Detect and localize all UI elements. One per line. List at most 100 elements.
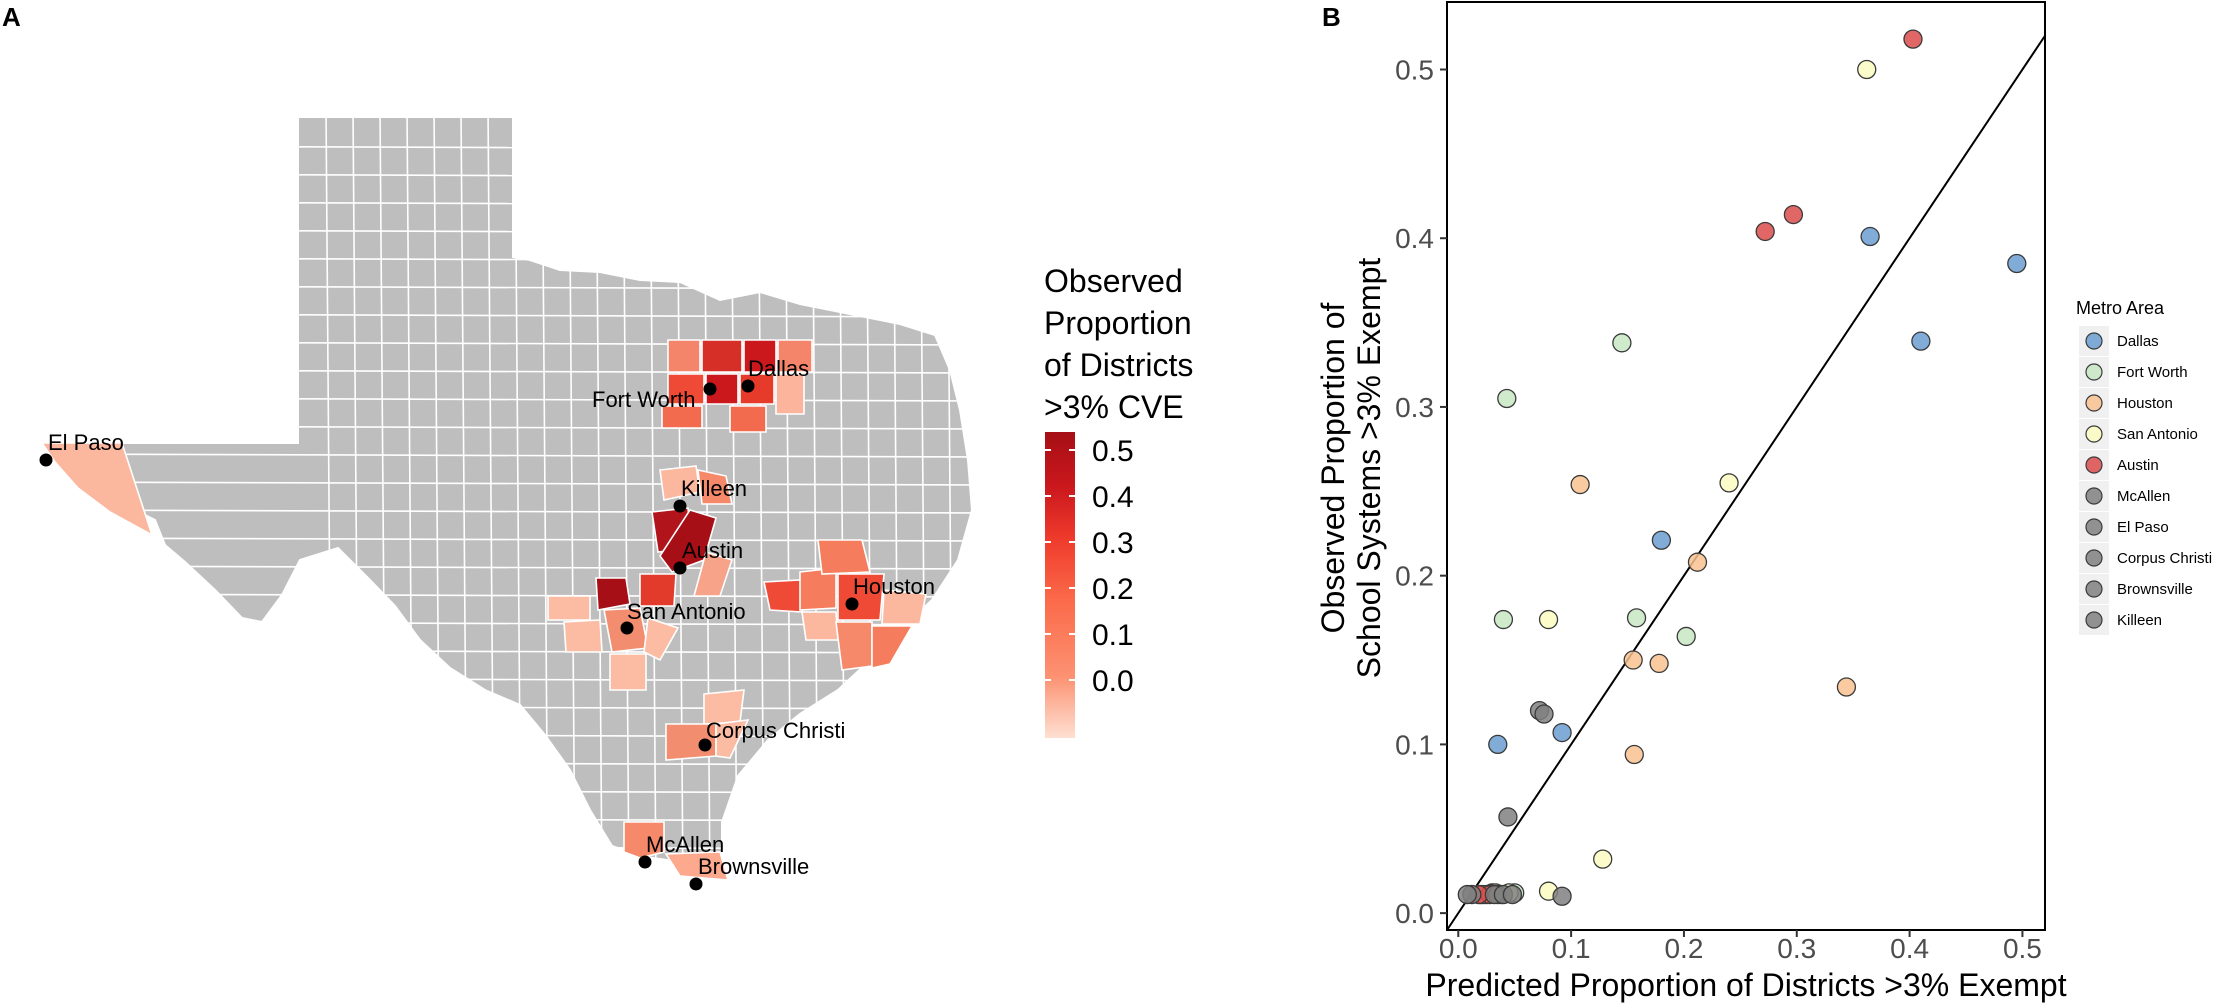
texas-outline: [39, 116, 974, 883]
point-fort-worth: [1676, 626, 1696, 647]
metro-key-swatch: [2085, 394, 2103, 412]
county-sa-4: [563, 619, 603, 653]
panel-b-letter: B: [1322, 2, 1341, 32]
city-label: Corpus Christi: [706, 718, 845, 743]
legend-tick-label: 0.4: [1092, 481, 1134, 514]
metro-key-swatch: [2085, 487, 2103, 505]
point-houston: [1649, 653, 1669, 674]
city-dot: [673, 561, 687, 575]
county-elpaso-1: [40, 442, 154, 537]
county-houston-3: [817, 539, 872, 575]
city-label: Killeen: [681, 476, 747, 501]
metro-legend-keys: [2079, 326, 2109, 635]
texas-shape: [39, 116, 974, 883]
metro-label: Dallas: [2117, 333, 2159, 350]
point-san-antonio: [1857, 59, 1877, 80]
point-austin: [1783, 204, 1804, 225]
metro-key-swatch: [2085, 518, 2103, 536]
y-tick-label: 0.4: [1395, 223, 1434, 254]
city-brownsville: Brownsville: [689, 854, 809, 891]
metro-label: Corpus Christi: [2117, 550, 2212, 567]
county-dfw-2: [701, 339, 743, 373]
y-tick-label: 0.0: [1395, 898, 1434, 929]
x-tick-label: 0.2: [1664, 933, 1703, 964]
county-border-line: [42, 481, 972, 486]
city-label: Dallas: [748, 356, 809, 381]
county-sa-5: [609, 653, 647, 691]
legend-title-line-4: >3% CVE: [1044, 389, 1184, 425]
y-axis-title-line-1: Observed Proportion of: [1315, 302, 1351, 633]
point-killeen: [1502, 884, 1523, 905]
metro-label: San Antonio: [2117, 426, 2198, 443]
legend-tick-label: 0.3: [1092, 527, 1134, 560]
legend-title-line-2: Proportion: [1044, 305, 1192, 341]
city-label: Houston: [853, 574, 935, 599]
panel-a-letter: A: [2, 2, 21, 32]
city-dot: [689, 877, 703, 891]
county-houston-7: [835, 621, 873, 671]
legend-tick-label: 0.5: [1092, 435, 1134, 468]
metro-label: McAllen: [2117, 488, 2170, 505]
point-austin: [1903, 29, 1923, 49]
county-austin-2: [659, 509, 717, 573]
point-fort-worth: [1612, 333, 1632, 353]
y-tick-label: 0.1: [1395, 729, 1434, 760]
metro-label: Brownsville: [2117, 581, 2193, 598]
county-austin-3: [692, 550, 734, 597]
metro-key-swatch: [2085, 580, 2103, 598]
metro-label: Austin: [2117, 457, 2159, 474]
county-houston-6: [801, 611, 839, 641]
y-tick-label: 0.3: [1395, 392, 1434, 423]
county-killeen-2: [697, 468, 733, 505]
metro-label: Houston: [2117, 395, 2173, 412]
metro-label: Killeen: [2117, 612, 2162, 629]
county-dfw-8: [775, 373, 805, 415]
legend-tick-label: 0.0: [1092, 665, 1134, 698]
county-cc-3: [715, 719, 750, 759]
point-houston: [1836, 677, 1857, 697]
y-tick-label: 0.5: [1395, 54, 1434, 85]
county-dfw-10: [729, 405, 767, 433]
county-houston-8: [871, 625, 914, 669]
point-dallas: [1488, 734, 1508, 755]
city-dot: [845, 597, 859, 611]
plot-border: [1446, 1, 2046, 931]
y-axis: 0.0 0.1 0.2 0.3 0.4 0.5 Observed Proport…: [1315, 54, 1434, 929]
county-houston-5: [881, 589, 927, 625]
city-label: Austin: [682, 538, 743, 563]
legend-tick-label: 0.1: [1092, 619, 1134, 652]
identity-reference-line: [1446, 35, 2046, 931]
x-axis: 0.0 0.1 0.2 0.3 0.4 0.5 Predicted Propor…: [1425, 933, 2066, 1003]
city-label: San Antonio: [627, 599, 746, 624]
point-dallas: [1860, 226, 1880, 247]
point-houston: [1624, 744, 1644, 765]
x-tick-label: 0.4: [1890, 933, 1929, 964]
axis-tick-marks: [1440, 68, 2024, 937]
county-border-line: [42, 761, 972, 766]
county-border-line: [42, 873, 972, 878]
point-dallas: [2007, 253, 2027, 274]
y-axis-title-line-2: School Systems >3% Exempt: [1351, 258, 1387, 679]
y-tick-label: 0.2: [1395, 561, 1434, 592]
point-san-antonio: [1538, 609, 1559, 630]
city-killeen: Killeen: [673, 476, 747, 513]
metro-legend: Metro Area Dallas Fort Worth Houston San…: [2076, 298, 2212, 635]
county-border-line: [42, 789, 972, 794]
city-dot: [698, 738, 712, 752]
county-austin-4: [639, 573, 677, 607]
metro-key-swatch: [2085, 332, 2103, 350]
city-dot: [39, 453, 53, 467]
city-mcallen: McAllen: [638, 832, 724, 869]
city-austin: Austin: [673, 538, 743, 575]
city-dallas: Dallas: [741, 356, 809, 393]
legend-title-line-3: of Districts: [1044, 347, 1193, 383]
point-houston: [1570, 474, 1590, 495]
county-sa-3: [547, 595, 591, 621]
county-border-line: [42, 845, 972, 850]
city-san-antonio: San Antonio: [620, 599, 746, 635]
city-houston: Houston: [845, 574, 935, 611]
metro-legend-title: Metro Area: [2076, 298, 2165, 318]
city-dot: [638, 855, 652, 869]
texas-choropleth-map: El Paso Fort Worth Dallas Killeen Austin…: [39, 116, 1193, 891]
county-brownsville-1: [664, 851, 730, 881]
